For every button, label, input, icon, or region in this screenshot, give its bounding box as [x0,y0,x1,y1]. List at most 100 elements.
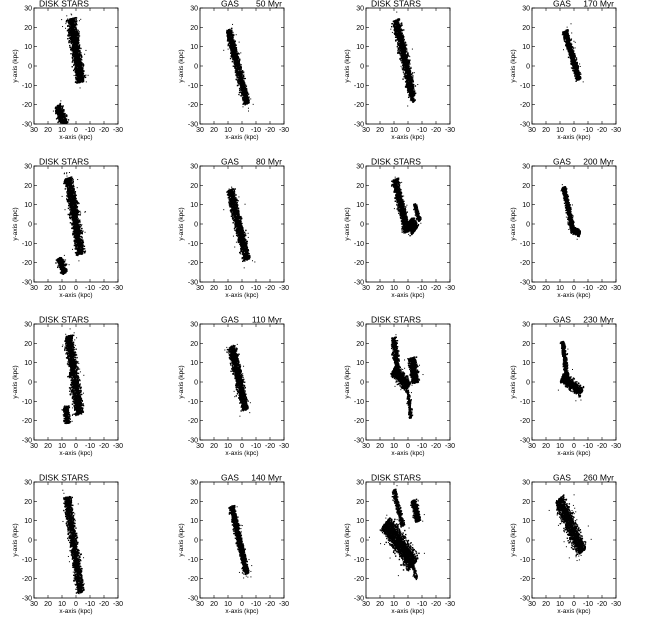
particle-point [234,66,237,69]
particle-point [226,31,229,34]
particle-point [70,34,72,36]
x-tick-label: 0 [572,127,576,134]
particle-point [227,33,229,35]
particle-point [236,56,239,58]
particle-point [68,41,70,44]
particle-point [81,66,83,69]
y-tick-label: -20 [520,102,530,109]
particle-point [61,121,64,123]
particle-point [77,37,79,39]
particle-point [70,41,72,43]
particle-point [399,44,402,47]
particle-point [402,41,405,43]
particle-point [79,57,81,59]
particle-point [240,81,242,83]
particle-point [234,66,236,68]
particle-point [402,54,404,57]
particle-point [69,44,71,47]
particle-point [235,70,237,73]
particle-point [236,66,239,68]
particle-point [394,32,396,34]
particle-point [395,40,397,42]
particle-point [74,18,76,20]
particle-point [393,25,395,27]
particle-point [400,48,403,50]
particle-point [228,31,230,33]
particle-point [409,56,411,58]
particle-point [397,44,400,46]
particle-point [392,20,395,23]
particle-point [66,30,69,32]
particle-point [412,91,414,93]
particle-point [240,81,242,83]
particle-point [396,11,398,13]
particle-point [71,18,73,20]
particle-point [403,61,405,63]
particle-point [82,80,85,83]
particle-point [65,23,67,25]
particle-point [239,80,241,82]
particle-point [75,69,78,71]
particle-point [396,33,399,35]
particle-point [76,52,79,54]
particle-point [401,58,403,60]
particle-point [397,18,400,20]
particle-point [230,47,233,50]
particle-point [404,66,406,69]
y-tick-label: 20 [24,25,32,32]
particle-point [245,85,248,87]
particle-point [402,46,404,48]
particle-point [234,56,237,58]
y-tick-label: 30 [24,6,32,13]
particle-point [244,83,246,85]
particle-point [244,104,246,106]
particle-point [237,58,239,61]
particle-point [403,42,406,44]
particle-point [243,102,245,105]
particle-point [72,28,74,30]
particle-point [241,86,244,88]
particle-point [230,38,232,41]
particle-point [401,37,403,40]
particle-point [75,53,77,55]
particle-point [75,33,77,36]
particle-point [75,61,77,63]
particle-point [76,58,79,60]
particle-point [71,66,73,68]
y-tick-label: 20 [190,25,198,32]
particle-point [75,74,77,77]
particle-point [242,96,244,98]
particle-point [73,28,75,30]
particle-point [244,89,246,91]
particle-point [74,55,76,57]
particle-point [406,63,409,66]
particle-point [62,110,64,112]
particle-point [76,70,79,73]
x-tick-label: -20 [99,127,109,134]
particle-point [62,109,64,111]
particle-point [68,39,71,42]
particle-point [410,82,412,84]
particle-point [240,83,242,86]
particle-point [397,43,399,46]
particle-point [56,105,59,107]
particle-point [402,68,404,70]
x-tick-label: 10 [390,127,398,134]
particle-point [81,71,83,73]
particle-point [390,28,392,30]
particle-point [71,50,73,52]
particle-point [407,62,409,64]
particle-point [238,60,240,63]
particle-point [396,45,399,48]
particle-point [67,28,69,31]
particle-point [63,124,64,125]
particle-point [246,91,248,93]
panel-title: GAS [553,0,571,9]
particle-point [394,25,396,27]
particle-point [407,73,409,75]
particle-point [82,65,85,67]
particle-point [77,42,79,44]
particle-point [81,81,83,83]
particle-point [400,23,403,25]
particle-point [412,86,415,88]
